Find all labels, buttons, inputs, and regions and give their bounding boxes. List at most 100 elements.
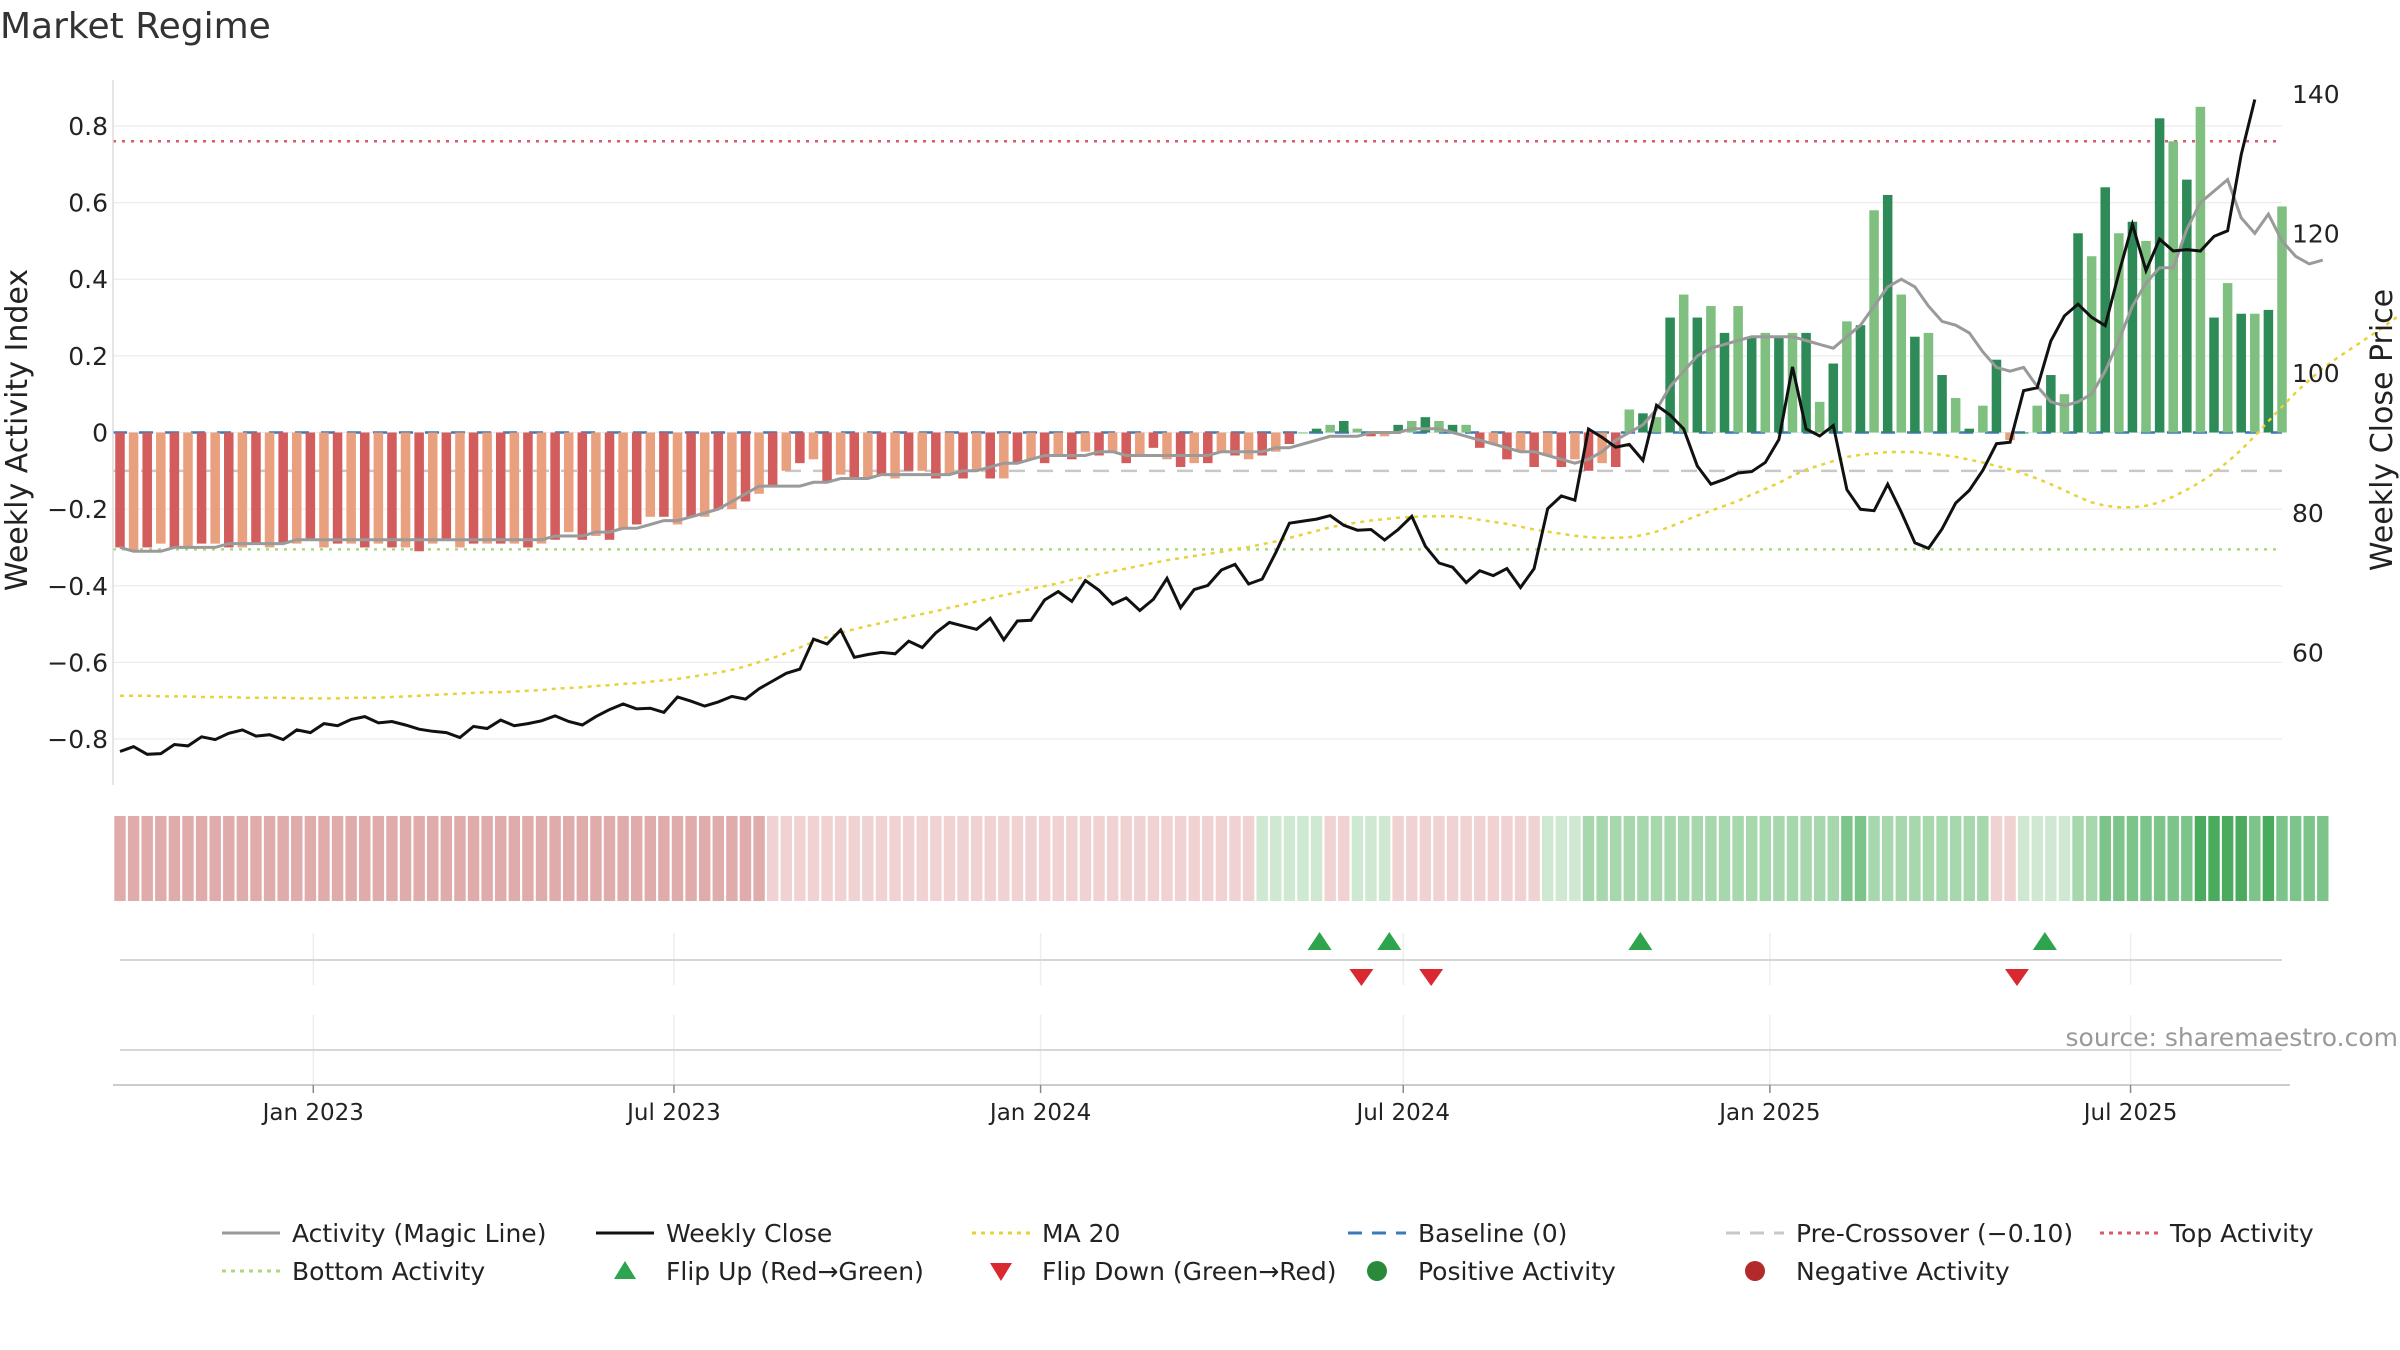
regime-cell [1229,816,1241,901]
regime-cell [1433,816,1445,901]
regime-cell [1800,816,1812,901]
regime-cell [671,816,684,901]
activity-bar [1950,398,1961,433]
regime-cell [834,816,847,901]
regime-cell [1745,816,1758,901]
activity-bar [319,432,329,548]
activity-bar [1325,424,1335,433]
regime-cell [549,816,561,901]
activity-bar [2059,394,2070,433]
regime-cell [1705,816,1717,901]
activity-bar [849,432,860,479]
regime-strip [114,816,2329,901]
regime-cell [209,816,221,901]
regime-cell [2004,816,2016,901]
activity-bar [1814,401,1825,433]
x-tick-label: Jan 2023 [261,1100,364,1126]
activity-bar [591,432,601,536]
regime-cell [1202,816,1214,901]
regime-cell [970,816,983,901]
activity-bar [645,432,656,517]
activity-bar [1855,325,1866,433]
activity-bar [958,432,968,479]
activity-bar [1026,432,1036,460]
activity-bar [1488,432,1499,444]
activity-bar [1991,359,2002,433]
regime-cell [2208,816,2220,901]
regime-cell [1963,816,1975,901]
x-tick-label: Jan 2024 [988,1100,1091,1126]
regime-cell [1079,816,1092,901]
activity-bar [1311,428,1322,433]
legend-label: Flip Up (Red→Green) [666,1257,924,1286]
regime-cell [2235,816,2247,901]
regime-cell [739,816,752,901]
activity-bar [971,432,982,471]
x-tick-label: Jul 2024 [1354,1100,1450,1126]
activity-bar [1339,421,1349,433]
regime-cell [291,816,303,901]
regime-cell [345,816,357,901]
activity-bar [631,432,642,525]
activity-bar [1923,332,1934,433]
activity-bar [1733,306,1743,433]
activity-bar [713,432,724,510]
left-tick-label: 0 [92,419,108,448]
regime-cell [658,816,670,901]
activity-bar [1039,432,1050,464]
regime-cell [1365,816,1377,901]
activity-bar [346,432,356,544]
activity-bar [1937,375,1947,433]
regime-cell [386,816,398,901]
activity-bar [1148,432,1159,448]
flip-up-marker [1307,932,1332,950]
regime-cell [1025,816,1037,901]
activity-bar [985,432,995,479]
flip-up-marker [2032,932,2057,950]
regime-cell [2194,816,2207,901]
regime-cell [1854,816,1867,901]
regime-cell [603,816,616,901]
regime-cell [1718,816,1731,901]
activity-bar [1420,417,1431,433]
activity-bar [1692,317,1703,433]
regime-cell [127,816,140,901]
activity-bar [1230,432,1240,456]
right-axis-label: Weekly Close Price [2365,289,2400,571]
activity-bar [903,432,914,471]
activity-bar [468,432,479,544]
regime-cell [1881,816,1894,901]
regime-cell [182,816,194,901]
regime-cell [902,816,915,901]
left-axis-label: Weekly Activity Index [0,269,35,591]
activity-bar [2250,313,2260,433]
regime-cell [821,816,833,901]
activity-bar [550,432,560,540]
regime-cell [998,816,1010,901]
regime-cell [889,816,901,901]
series-lines [119,99,2400,756]
regime-cell [304,816,317,901]
regime-cell [1596,816,1608,901]
regime-cell [223,816,235,901]
regime-cell [1106,816,1119,901]
regime-cell [331,816,344,901]
regime-cell [1977,816,1989,901]
activity-bar [931,432,941,479]
activity-bar [1284,432,1295,444]
activity-bar [740,432,751,502]
regime-cell [2058,816,2071,901]
activity-bar [1896,294,1907,433]
activity-bar [1175,432,1186,467]
regime-cell [1351,816,1364,901]
x-tick-label: Jan 2025 [1717,1100,1820,1126]
activity-bar [115,432,125,548]
activity-bar [183,432,193,548]
activity-bar [1053,432,1063,456]
activity-bar [359,432,370,548]
activity-bar [563,432,574,533]
activity-bar [278,432,288,544]
left-tick-label: 0.2 [68,342,108,371]
activity-bar [1597,432,1607,464]
activity-bar [495,432,506,544]
